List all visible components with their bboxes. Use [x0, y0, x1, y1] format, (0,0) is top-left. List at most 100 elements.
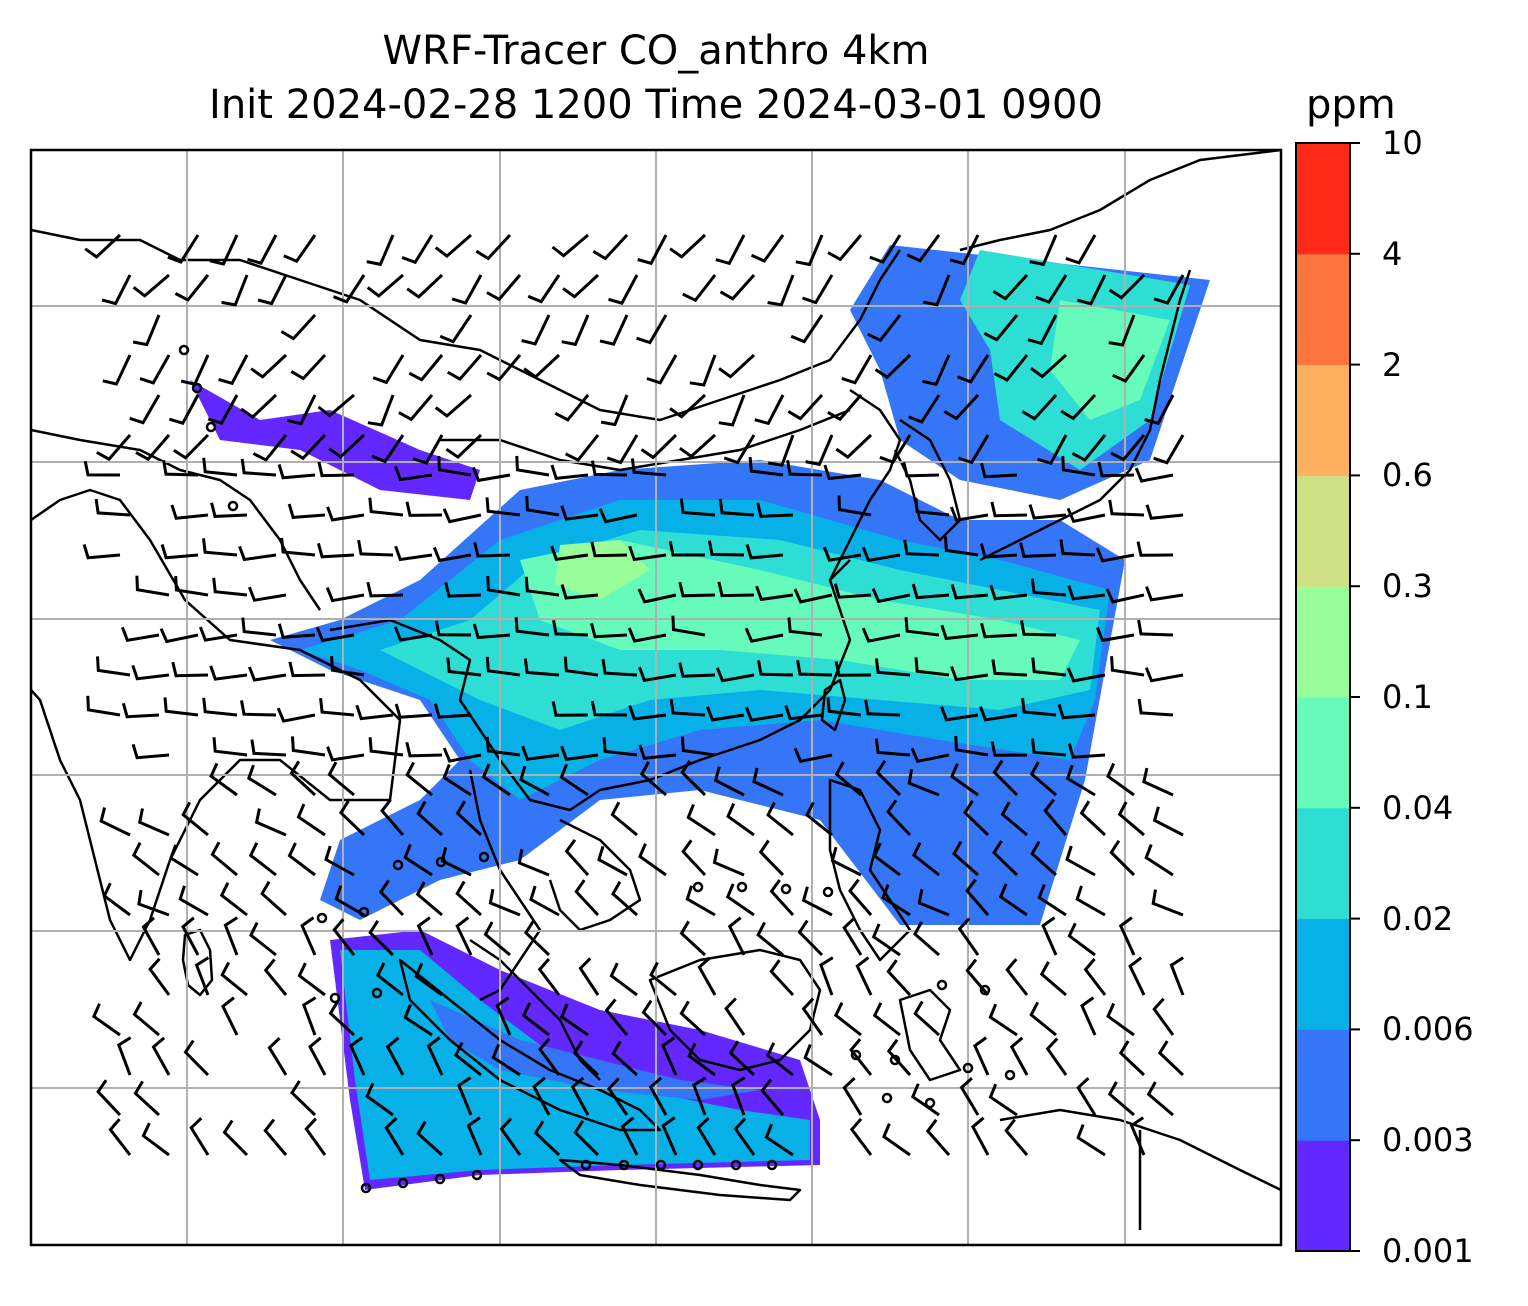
- wind-barb: [437, 455, 472, 477]
- wind-barb: [871, 923, 901, 957]
- wind-barb: [745, 544, 784, 560]
- calm-wind-marker: [205, 421, 217, 433]
- wind-barb: [1108, 314, 1136, 347]
- wind-barb: [1152, 997, 1175, 1036]
- wind-barb: [1169, 956, 1185, 996]
- wind-barb: [872, 1002, 901, 1037]
- wind-barb: [221, 996, 239, 1036]
- wind-barb: [801, 997, 824, 1036]
- wind-barb: [597, 845, 628, 877]
- wind-barb: [521, 745, 560, 761]
- wind-barb: [99, 807, 131, 837]
- wind-barb: [183, 1039, 210, 1077]
- wind-barb: [1105, 588, 1145, 604]
- coastline-sulawesi: [898, 988, 962, 1082]
- wind-barb: [886, 1038, 912, 1076]
- wind-barb: [991, 659, 1028, 677]
- wind-barb: [1118, 916, 1136, 956]
- wind-barb: [1004, 1118, 1029, 1156]
- wind-barb: [455, 800, 483, 837]
- wind-barb: [1136, 541, 1174, 557]
- wind-barb: [219, 882, 248, 917]
- wind-barb: [248, 842, 277, 877]
- wind-barb: [151, 1036, 171, 1076]
- calm-wind-marker: [979, 984, 991, 996]
- wind-barb: [552, 619, 589, 637]
- wind-barb: [754, 394, 785, 426]
- wind-barb: [767, 274, 795, 307]
- wind-barb: [434, 393, 472, 418]
- calm-wind-marker: [178, 344, 190, 356]
- wind-barb: [988, 1083, 1018, 1117]
- wind-barb: [1065, 764, 1096, 797]
- wind-barb: [957, 917, 980, 956]
- wind-barb: [515, 455, 550, 477]
- wind-barb: [1097, 461, 1135, 478]
- wind-barb: [529, 885, 560, 917]
- calm-wind-marker: [736, 881, 748, 893]
- wind-barb: [372, 354, 405, 385]
- wind-barb: [952, 840, 979, 877]
- wind-barb: [280, 313, 317, 341]
- wind-barb: [786, 460, 823, 477]
- wind-barb: [521, 314, 551, 346]
- wind-barb: [940, 624, 979, 641]
- wind-barb: [1028, 504, 1067, 520]
- wind-barb: [1067, 922, 1096, 957]
- wind-barb: [375, 962, 404, 997]
- wind-barb: [327, 761, 355, 797]
- wind-barb: [523, 920, 551, 957]
- wind-barb: [181, 801, 209, 837]
- wind-barb: [1106, 1002, 1135, 1037]
- wind-barb: [718, 353, 756, 379]
- wind-barb: [162, 460, 199, 477]
- wind-barb: [598, 508, 638, 524]
- wind-barb: [980, 462, 1018, 479]
- wind-barb: [380, 798, 405, 836]
- wind-barb: [796, 660, 833, 677]
- coastline-taiwan: [820, 678, 847, 732]
- wind-barb: [405, 741, 443, 758]
- wind-barb: [1142, 767, 1174, 797]
- wind-barb: [84, 233, 122, 259]
- colorbar-segment: [1296, 253, 1350, 366]
- wind-barb: [669, 233, 707, 259]
- wind-barb: [599, 314, 629, 346]
- wind-barb: [94, 498, 131, 517]
- wind-barb: [1057, 703, 1096, 720]
- wind-barb: [148, 957, 171, 996]
- wind-barb: [315, 626, 355, 643]
- wind-barb: [886, 959, 912, 997]
- wind-barb: [823, 464, 862, 481]
- colorbar-tick-label: 0.02: [1382, 899, 1454, 938]
- wind-barb: [627, 627, 667, 643]
- wind-barb: [249, 921, 277, 957]
- wind-barb: [129, 394, 161, 425]
- coastline-indochina: [468, 769, 642, 1002]
- wind-barb: [532, 1076, 551, 1116]
- wind-barb: [680, 759, 707, 797]
- wind-barb: [696, 1117, 717, 1156]
- wind-barb: [414, 962, 443, 997]
- wind-barb: [904, 617, 940, 637]
- wind-barb: [1066, 667, 1106, 683]
- wind-barb: [405, 501, 443, 517]
- wind-barb: [990, 501, 1028, 518]
- wind-barb: [1045, 1037, 1068, 1076]
- wind-barb: [316, 542, 355, 559]
- wind-barb: [328, 433, 366, 459]
- wind-barb: [252, 434, 288, 462]
- wind-barb: [681, 839, 707, 877]
- wind-barb: [290, 1080, 317, 1117]
- tracer-field: [190, 245, 1210, 1190]
- coastline-china-north: [828, 388, 902, 581]
- wind-barb: [434, 233, 472, 259]
- wind-barb: [680, 736, 716, 757]
- map-title-line2: Init 2024-02-28 1200 Time 2024-03-01 090…: [209, 82, 1103, 128]
- wind-barb: [207, 394, 239, 425]
- wind-barb: [433, 703, 472, 719]
- wind-barb: [240, 700, 277, 717]
- colorbar-tick-label: 4: [1382, 234, 1403, 273]
- wind-barb: [384, 1117, 405, 1156]
- wind-barb: [592, 233, 629, 261]
